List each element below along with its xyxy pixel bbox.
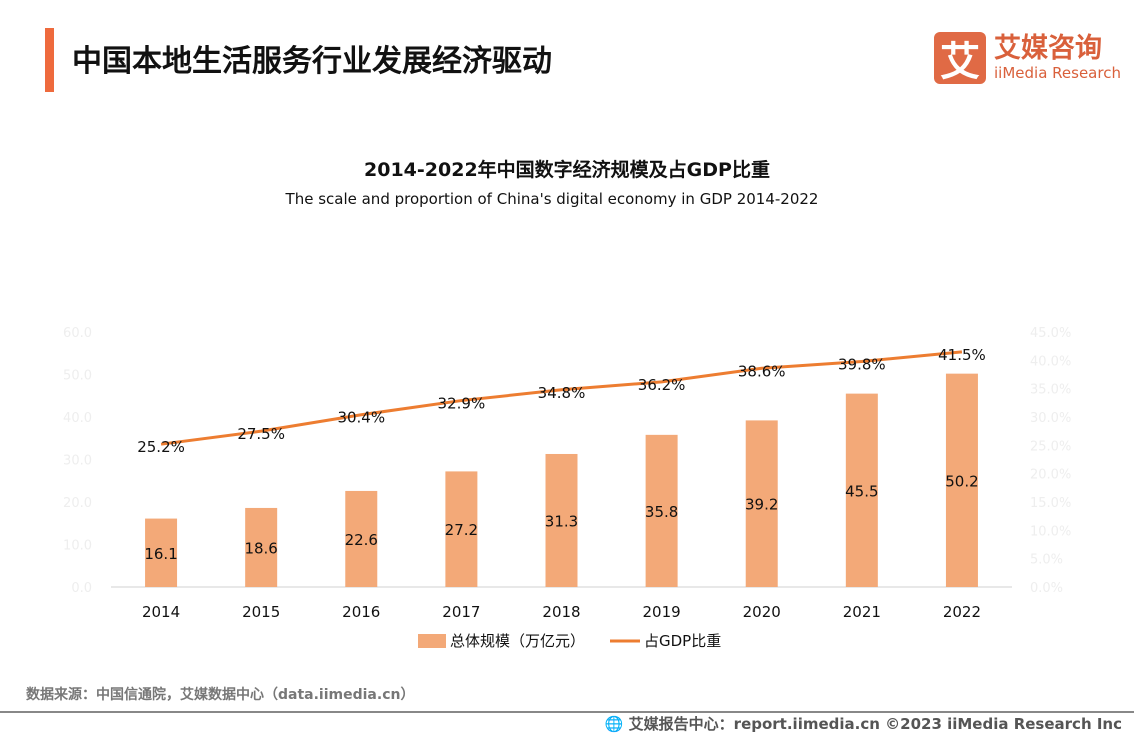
bar-label: 27.2	[445, 521, 478, 539]
logo-cn: 艾媒咨询	[994, 33, 1102, 64]
bar-label: 45.5	[845, 482, 878, 500]
x-tick-label: 2016	[342, 603, 380, 621]
legend-bar-swatch	[418, 634, 446, 648]
bar	[945, 373, 978, 587]
line-label: 32.9%	[438, 395, 486, 413]
line-label: 27.5%	[237, 425, 285, 443]
y-tick-label: 0.0	[71, 581, 92, 596]
y2-tick-label: 25.0%	[1030, 439, 1071, 454]
bar-label: 39.2	[745, 496, 778, 514]
bar	[545, 453, 578, 587]
data-source: 数据来源：中国信通院，艾媒数据中心（data.iimedia.cn）	[26, 687, 415, 703]
y2-tick-label: 10.0%	[1030, 524, 1071, 539]
line-label: 30.4%	[337, 409, 385, 427]
y2-tick-label: 20.0%	[1030, 468, 1071, 483]
y2-tick-label: 5.0%	[1030, 553, 1063, 568]
bar	[245, 507, 278, 587]
x-tick-label: 2021	[843, 603, 881, 621]
bar-label: 35.8	[645, 503, 678, 521]
y-tick-label: 50.0	[63, 369, 92, 384]
y-tick-label: 20.0	[63, 496, 92, 511]
y2-tick-label: 35.0%	[1030, 383, 1071, 398]
y-tick-label: 40.0	[63, 411, 92, 426]
line-series	[160, 350, 963, 446]
bar-label: 31.3	[545, 512, 578, 530]
x-tick-label: 2020	[743, 603, 781, 621]
globe-icon: 🌐	[604, 715, 624, 733]
bar	[145, 518, 178, 587]
bar-label: 50.2	[945, 472, 978, 490]
bar	[745, 420, 778, 587]
y2-tick-label: 15.0%	[1030, 496, 1071, 511]
bar	[645, 434, 678, 587]
x-tick-label: 2018	[542, 603, 580, 621]
y2-tick-label: 30.0%	[1030, 411, 1071, 426]
line-label: 34.8%	[538, 384, 586, 402]
bar-label: 16.1	[144, 545, 177, 563]
chart-title: 2014-2022年中国数字经济规模及占GDP比重	[364, 159, 770, 181]
x-tick-label: 2014	[142, 603, 180, 621]
bar	[445, 471, 478, 587]
legend-bar-label: 总体规模（万亿元）	[450, 632, 585, 650]
bar	[345, 490, 378, 587]
x-tick-label: 2019	[643, 603, 681, 621]
legend-line-label: 占GDP比重	[644, 632, 721, 650]
logo-en: iiMedia Research	[994, 64, 1121, 82]
x-tick-label: 2015	[242, 603, 280, 621]
line-label: 41.5%	[938, 346, 986, 364]
logo: 艾 艾媒咨询 iiMedia Research	[934, 32, 1121, 85]
chart-subtitle: The scale and proportion of China's digi…	[285, 190, 819, 208]
footer-divider	[0, 711, 1134, 713]
line-label: 25.2%	[137, 438, 185, 456]
line-label: 36.2%	[638, 376, 686, 394]
page-title: 中国本地生活服务行业发展经济驱动	[72, 44, 552, 79]
y2-tick-label: 0.0%	[1030, 581, 1063, 596]
bar-label: 22.6	[345, 531, 378, 549]
y2-tick-label: 40.0%	[1030, 354, 1071, 369]
bar	[845, 393, 878, 587]
line-label: 39.8%	[838, 355, 886, 373]
line-label: 38.6%	[738, 362, 786, 380]
y-tick-label: 10.0	[63, 539, 92, 554]
logo-mark: 艾	[934, 32, 986, 85]
y2-tick-label: 45.0%	[1030, 326, 1071, 341]
x-tick-label: 2022	[943, 603, 981, 621]
y-tick-label: 30.0	[63, 454, 92, 469]
bar-label: 18.6	[244, 539, 277, 557]
title-accent-bar	[45, 28, 54, 92]
footer-copyright: 🌐 艾媒报告中心：report.iimedia.cn ©2023 iiMedia…	[604, 715, 1122, 733]
x-tick-label: 2017	[442, 603, 480, 621]
y-tick-label: 60.0	[63, 326, 92, 341]
